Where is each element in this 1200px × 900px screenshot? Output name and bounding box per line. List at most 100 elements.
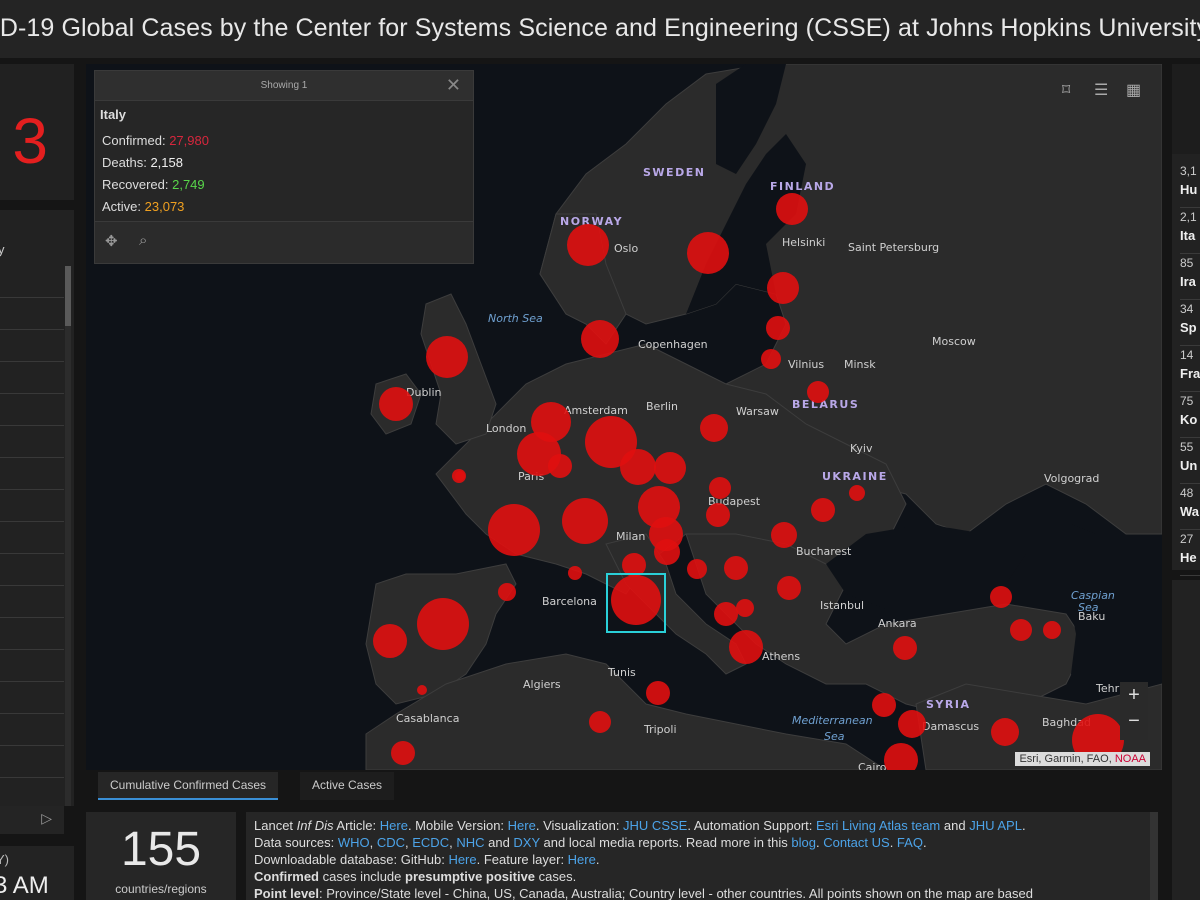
case-bubble[interactable]: [455, 471, 465, 481]
pan-to-icon[interactable]: ✥: [105, 233, 118, 250]
zoom-in-button[interactable]: +: [1128, 684, 1140, 706]
list-item[interactable]: 3,1 Hu: [1180, 158, 1200, 208]
case-bubble[interactable]: [611, 575, 661, 625]
list-item[interactable]: [0, 394, 64, 426]
case-bubble[interactable]: [736, 599, 754, 617]
case-bubble[interactable]: [488, 504, 540, 556]
list-item[interactable]: 14 Fra: [1180, 342, 1200, 392]
case-bubble[interactable]: [622, 553, 646, 577]
case-bubble[interactable]: [562, 498, 608, 544]
case-bubble[interactable]: [893, 636, 917, 660]
map-view[interactable]: SWEDEN FINLAND NORWAY UKRAINE BELARUS SYRIA No…: [86, 64, 1162, 770]
list-item[interactable]: 75 Ko: [1180, 388, 1200, 438]
case-bubble[interactable]: [654, 539, 680, 565]
list-item[interactable]: [0, 682, 64, 714]
case-bubble[interactable]: [807, 381, 829, 403]
case-bubble[interactable]: [568, 566, 582, 580]
case-bubble[interactable]: [373, 624, 407, 658]
list-item[interactable]: [0, 746, 64, 778]
case-bubble[interactable]: [417, 598, 469, 650]
list-item[interactable]: [0, 330, 64, 362]
case-bubble[interactable]: [589, 711, 611, 733]
case-bubble[interactable]: [714, 602, 738, 626]
list-item[interactable]: [0, 458, 64, 490]
list-item[interactable]: 2,1 Ita: [1180, 204, 1200, 254]
list-item[interactable]: [0, 554, 64, 586]
article-link[interactable]: Here: [379, 818, 408, 833]
case-bubble[interactable]: [706, 503, 730, 527]
dxy-link[interactable]: DXY: [513, 835, 540, 850]
bookmark-icon[interactable]: ⌑: [1062, 82, 1071, 99]
case-bubble[interactable]: [498, 583, 516, 601]
case-bubble[interactable]: [379, 387, 413, 421]
case-bubble[interactable]: [687, 559, 707, 579]
list-item[interactable]: [0, 618, 64, 650]
list-item[interactable]: 34 Sp: [1180, 296, 1200, 346]
case-bubble[interactable]: [898, 710, 926, 738]
case-bubble[interactable]: [620, 449, 656, 485]
case-bubble[interactable]: [767, 272, 799, 304]
feature-layer-link[interactable]: Here: [567, 852, 596, 867]
case-bubble[interactable]: [585, 416, 637, 468]
case-bubble[interactable]: [991, 718, 1019, 746]
case-bubble[interactable]: [709, 477, 731, 499]
faq-link[interactable]: FAQ: [896, 835, 923, 850]
next-page-icon[interactable]: ▷: [41, 810, 52, 826]
list-item[interactable]: [0, 586, 64, 618]
tab-active-cases[interactable]: Active Cases: [300, 772, 395, 800]
zoom-to-icon[interactable]: ⌕: [139, 232, 148, 249]
list-item[interactable]: 27 He: [1180, 526, 1200, 576]
case-bubble[interactable]: [724, 556, 748, 580]
jhu-apl-link[interactable]: JHU APL: [969, 818, 1022, 833]
case-bubble[interactable]: [581, 320, 619, 358]
list-item[interactable]: [0, 362, 64, 394]
list-item[interactable]: [0, 650, 64, 682]
ecdc-link[interactable]: ECDC: [412, 835, 450, 850]
close-icon[interactable]: ✕: [445, 75, 461, 95]
case-bubble[interactable]: [849, 485, 865, 501]
map-canvas[interactable]: SWEDEN FINLAND NORWAY UKRAINE BELARUS SYRIA No…: [86, 64, 1162, 770]
scrollbar-thumb[interactable]: [65, 266, 71, 326]
cdc-link[interactable]: CDC: [376, 835, 406, 850]
list-item[interactable]: [0, 714, 64, 746]
contact-link[interactable]: Contact US: [823, 835, 890, 850]
case-bubble[interactable]: [531, 402, 571, 442]
tab-cumulative-confirmed[interactable]: Cumulative Confirmed Cases: [98, 772, 279, 800]
list-item[interactable]: [0, 426, 64, 458]
list-item[interactable]: 85 Ira: [1180, 250, 1200, 300]
list-item[interactable]: [0, 298, 64, 330]
list-scrollbar[interactable]: [65, 266, 71, 806]
list-item[interactable]: [0, 522, 64, 554]
case-bubble[interactable]: [654, 452, 686, 484]
case-bubble[interactable]: [417, 685, 427, 695]
blog-link[interactable]: blog: [791, 835, 816, 850]
case-bubble[interactable]: [1043, 621, 1061, 639]
list-item[interactable]: [0, 490, 64, 522]
case-bubble[interactable]: [426, 336, 468, 378]
github-link[interactable]: Here: [448, 852, 477, 867]
basemap-gallery-icon[interactable]: ▦: [1126, 82, 1142, 99]
case-bubble[interactable]: [567, 224, 609, 266]
case-bubble[interactable]: [700, 414, 728, 442]
mobile-version-link[interactable]: Here: [507, 818, 536, 833]
case-bubble[interactable]: [771, 522, 797, 548]
case-bubble[interactable]: [1010, 619, 1032, 641]
who-link[interactable]: WHO: [337, 835, 370, 850]
info-scrollbar[interactable]: [1150, 812, 1158, 900]
case-bubble[interactable]: [884, 743, 918, 770]
case-bubble[interactable]: [646, 681, 670, 705]
jhu-csse-link[interactable]: JHU CSSE: [623, 818, 688, 833]
list-item[interactable]: [0, 266, 64, 298]
case-bubble[interactable]: [391, 741, 415, 765]
case-bubble[interactable]: [729, 630, 763, 664]
case-bubble[interactable]: [766, 316, 790, 340]
case-bubble[interactable]: [811, 498, 835, 522]
case-bubble[interactable]: [761, 349, 781, 369]
list-icon[interactable]: ☰: [1094, 82, 1109, 99]
case-bubble[interactable]: [776, 193, 808, 225]
list-item[interactable]: 55 Un: [1180, 434, 1200, 484]
case-bubble[interactable]: [687, 232, 729, 274]
zoom-out-button[interactable]: −: [1128, 710, 1140, 732]
case-bubble[interactable]: [990, 586, 1012, 608]
case-bubble[interactable]: [548, 454, 572, 478]
